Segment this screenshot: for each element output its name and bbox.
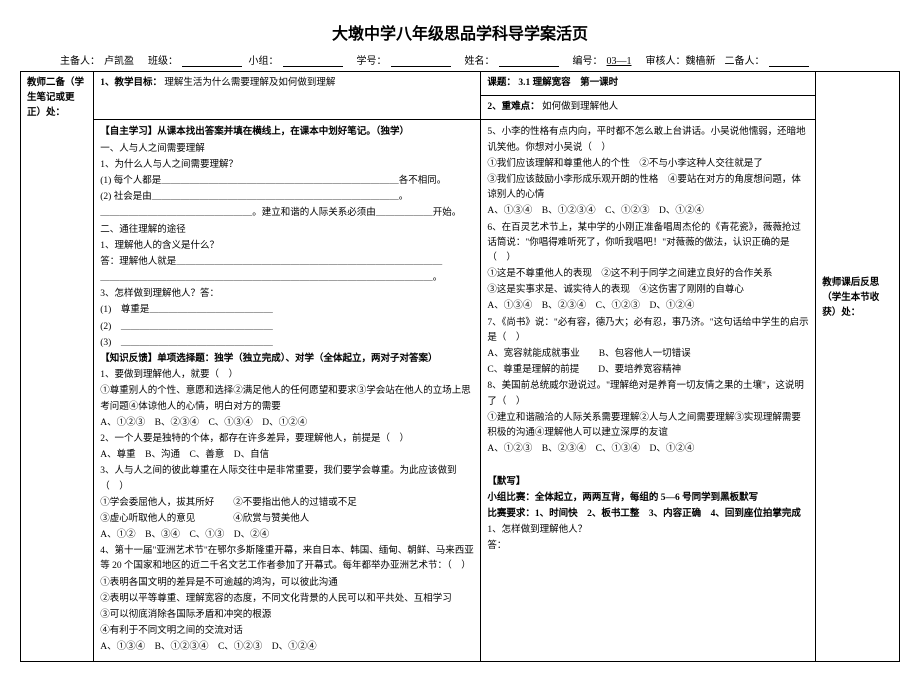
second-blank <box>769 55 809 67</box>
q8: 8、美国前总统威尔逊说过。"理解绝对是养育一切友情之果的土壤"，这说明了（ ） <box>487 379 809 409</box>
topic-label: 课题： <box>487 78 516 88</box>
reflect-label: 教师课后反思（学生本节收获）处： <box>822 276 893 322</box>
right-margin-cell: 教师课后反思（学生本节收获）处： <box>816 72 900 662</box>
q1: 1、要做到理解他人，就要（ ） <box>100 368 474 383</box>
topic-cell: 课题： 3.1 理解宽容 第一课时 <box>481 72 816 96</box>
q4: 4、第十一届"亚洲艺术节"在鄂尔多斯隆重开幕，来自日本、韩国、缅甸、朝鲜、马来西… <box>100 544 474 574</box>
dictation-head: 【默写】 <box>487 475 809 490</box>
sec2-q2a: (1) 尊重是＿＿＿＿＿＿＿＿＿＿＿＿＿ <box>100 303 474 318</box>
q2: 2、一个人要是独特的个体，都存在许多差异，要理解他人，前提是（ ） <box>100 432 474 447</box>
page-title: 大墩中学八年级思品学科导学案活页 <box>20 20 900 44</box>
q6ops: A、①③④ B、②③④ C、①②③ D、①②④ <box>487 299 809 314</box>
sid-blank <box>391 55 451 67</box>
q8o1: ①建立和谐融洽的人际关系需要理解②人与人之间需要理解③实现理解需要积极的沟通④理… <box>487 411 809 441</box>
q5: 5、小李的性格有点内向，平时都不怎么敢上台讲话。小吴说他懦弱，还暗地讥笑他。你想… <box>487 125 809 155</box>
sec2-q1: 1、理解他人的含义是什么？ <box>100 239 474 254</box>
name-blank <box>499 55 559 67</box>
teacher-note-label: 教师二备（学生笔记或更正）处： <box>27 78 84 118</box>
content-left: 【自主学习】从课本找出答案并填在横线上，在课本中划好笔记。（独学） 一、人与人之… <box>94 120 481 661</box>
q6o2: ③这是实事求是、诚实待人的表现 ④这伤害了刚刚的自尊心 <box>487 283 809 298</box>
dictation-d: 答： <box>487 539 809 554</box>
sec2-q2c: (3) ＿＿＿＿＿＿＿＿＿＿＿＿＿＿＿＿ <box>100 336 474 351</box>
num-value: 03—1 <box>607 56 632 67</box>
q4o1: ①表明各国文明的差异是不可逾越的鸿沟，可以彼此沟通 <box>100 576 474 591</box>
feedback-head: 【知识反馈】单项选择题：独学（独立完成）、对学（全体起立，两对子对答案） <box>100 352 474 367</box>
self-study-head: 【自主学习】从课本找出答案并填在横线上，在课本中划好笔记。（独学） <box>100 125 474 140</box>
dictation-a: 小组比赛：全体起立，两两互背，每组的 5—6 号同学到黑板默写 <box>487 491 809 506</box>
sec1: 一、人与人之间需要理解 <box>100 142 474 157</box>
content-right: 5、小李的性格有点内向，平时都不怎么敢上台讲话。小吴说他懦弱，还暗地讥笑他。你想… <box>481 120 816 661</box>
reviewer: 审核人：魏樯新 <box>646 56 716 67</box>
q6o1: ①这是不尊重他人的表现 ②这不利于同学之间建立良好的合作关系 <box>487 267 809 282</box>
dictation-b: 比赛要求：1、时间快 2、板书工整 3、内容正确 4、回到座位拍掌完成 <box>487 507 809 522</box>
dictation-c: 1、怎样做到理解他人？ <box>487 523 809 538</box>
sec2-q1a: 答：理解他人就是＿＿＿＿＿＿＿＿＿＿＿＿＿＿＿＿＿＿＿＿＿＿＿＿＿＿＿＿ <box>100 255 474 270</box>
group-label: 小组： <box>249 56 279 67</box>
left-margin-cell: 教师二备（学生笔记或更正）处： <box>21 72 94 662</box>
q2ops: A、尊重 B、沟通 C、善意 D、自信 <box>100 448 474 463</box>
q4ops: A、①③④ B、①②③④ C、①②③ D、①②④ <box>100 640 474 655</box>
q1o: ①尊重别人的个性、意愿和选择②满足他人的任何愿望和要求③学会站在他人的立场上思考… <box>100 384 474 414</box>
sec1-q1c: ＿＿＿＿＿＿＿＿＿＿＿＿＿＿＿＿。建立和谐的人际关系必须由＿＿＿＿＿＿开始。 <box>100 206 474 221</box>
second-label: 二备人： <box>725 56 765 67</box>
goal-cell: 1、教学目标： 理解生活为什么需要理解及如何做到理解 <box>94 72 481 120</box>
q5o2: ③我们应该鼓励小李形成乐观开朗的性格 ④要站在对方的角度想问题，体谅别人的心情 <box>487 173 809 203</box>
sec2: 二、通往理解的途径 <box>100 223 474 238</box>
focus-cell: 2、重难点： 如何做到理解他人 <box>481 96 816 120</box>
host-value: 卢凯盈 <box>104 56 134 67</box>
goal-text: 理解生活为什么需要理解及如何做到理解 <box>164 78 335 88</box>
q5o1: ①我们应该理解和尊重他人的个性 ②不与小李这种人交往就是了 <box>487 157 809 172</box>
q8ops: A、①②③ B、②③④ C、①③④ D、①②④ <box>487 442 809 457</box>
q4o4: ④有利于不同文明之间的交流对话 <box>100 624 474 639</box>
sec1-q1b: (2) 社会是由＿＿＿＿＿＿＿＿＿＿＿＿＿＿＿＿＿＿＿＿＿＿＿＿＿＿。 <box>100 190 474 205</box>
q3o: ①学会委屈他人，拔其所好 ②不要指出他人的过错或不足 <box>100 496 474 511</box>
q3o2: ③虚心听取他人的意见 ④欣赏与赞美他人 <box>100 512 474 527</box>
q4o3: ③可以彻底消除各国际矛盾和冲突的根源 <box>100 608 474 623</box>
goal-label: 1、教学目标： <box>100 78 162 88</box>
q1ops: A、①②③ B、②③④ C、①③④ D、①②④ <box>100 416 474 431</box>
host-label: 主备人： <box>60 56 100 67</box>
q5ops: A、①③④ B、①②③④ C、①②③ D、①②④ <box>487 204 809 219</box>
sid-label: 学号： <box>357 56 387 67</box>
worksheet-table: 教师二备（学生笔记或更正）处： 1、教学目标： 理解生活为什么需要理解及如何做到… <box>20 71 900 662</box>
header-line: 主备人：卢凯盈 班级： 小组： 学号： 姓名： 编号：03—1 审核人：魏樯新 … <box>20 52 900 67</box>
sec2-q1b: ＿＿＿＿＿＿＿＿＿＿＿＿＿＿＿＿＿＿＿＿＿＿＿＿＿＿＿＿＿＿＿＿＿＿＿。 <box>100 271 474 286</box>
group-blank <box>283 55 343 67</box>
focus-label: 2、重难点： <box>487 102 539 112</box>
q3: 3、人与人之间的彼此尊重在人际交往中是非常重要，我们要学会尊重。为此应该做到（ … <box>100 464 474 494</box>
class-blank <box>182 55 242 67</box>
q7: 7、《尚书》说："必有容，德乃大；必有忍，事乃济。"这句话给中学生的启示是（ ） <box>487 316 809 346</box>
sec1-q1a: (1) 每个人都是＿＿＿＿＿＿＿＿＿＿＿＿＿＿＿＿＿＿＿＿＿＿＿＿＿各不相同。 <box>100 174 474 189</box>
name-label: 姓名： <box>465 56 495 67</box>
num-label: 编号： <box>573 56 603 67</box>
sec2-q2: 3、怎样做到理解他人？答： <box>100 287 474 302</box>
focus-text: 如何做到理解他人 <box>542 102 618 112</box>
topic-text: 3.1 理解宽容 第一课时 <box>518 78 618 88</box>
sec1-q1: 1、为什么人与人之间需要理解？ <box>100 158 474 173</box>
q3ops: A、①② B、③④ C、①③ D、②④ <box>100 528 474 543</box>
class-label: 班级： <box>148 56 178 67</box>
q7ops1: A、宽容就能成就事业 B、包容他人一切错误 <box>487 347 809 362</box>
q6: 6、在百灵艺术节上，某中学的小刚正准备唱周杰伦的《青花瓷》，薇薇抢过话筒说："你… <box>487 221 809 267</box>
q4o2: ②表明以平等尊重、理解宽容的态度，不同文化背景的人民可以和平共处、互相学习 <box>100 592 474 607</box>
q7ops2: C、尊重是理解的前提 D、要培养宽容精神 <box>487 363 809 378</box>
sec2-q2b: (2) ＿＿＿＿＿＿＿＿＿＿＿＿＿＿＿＿ <box>100 320 474 335</box>
